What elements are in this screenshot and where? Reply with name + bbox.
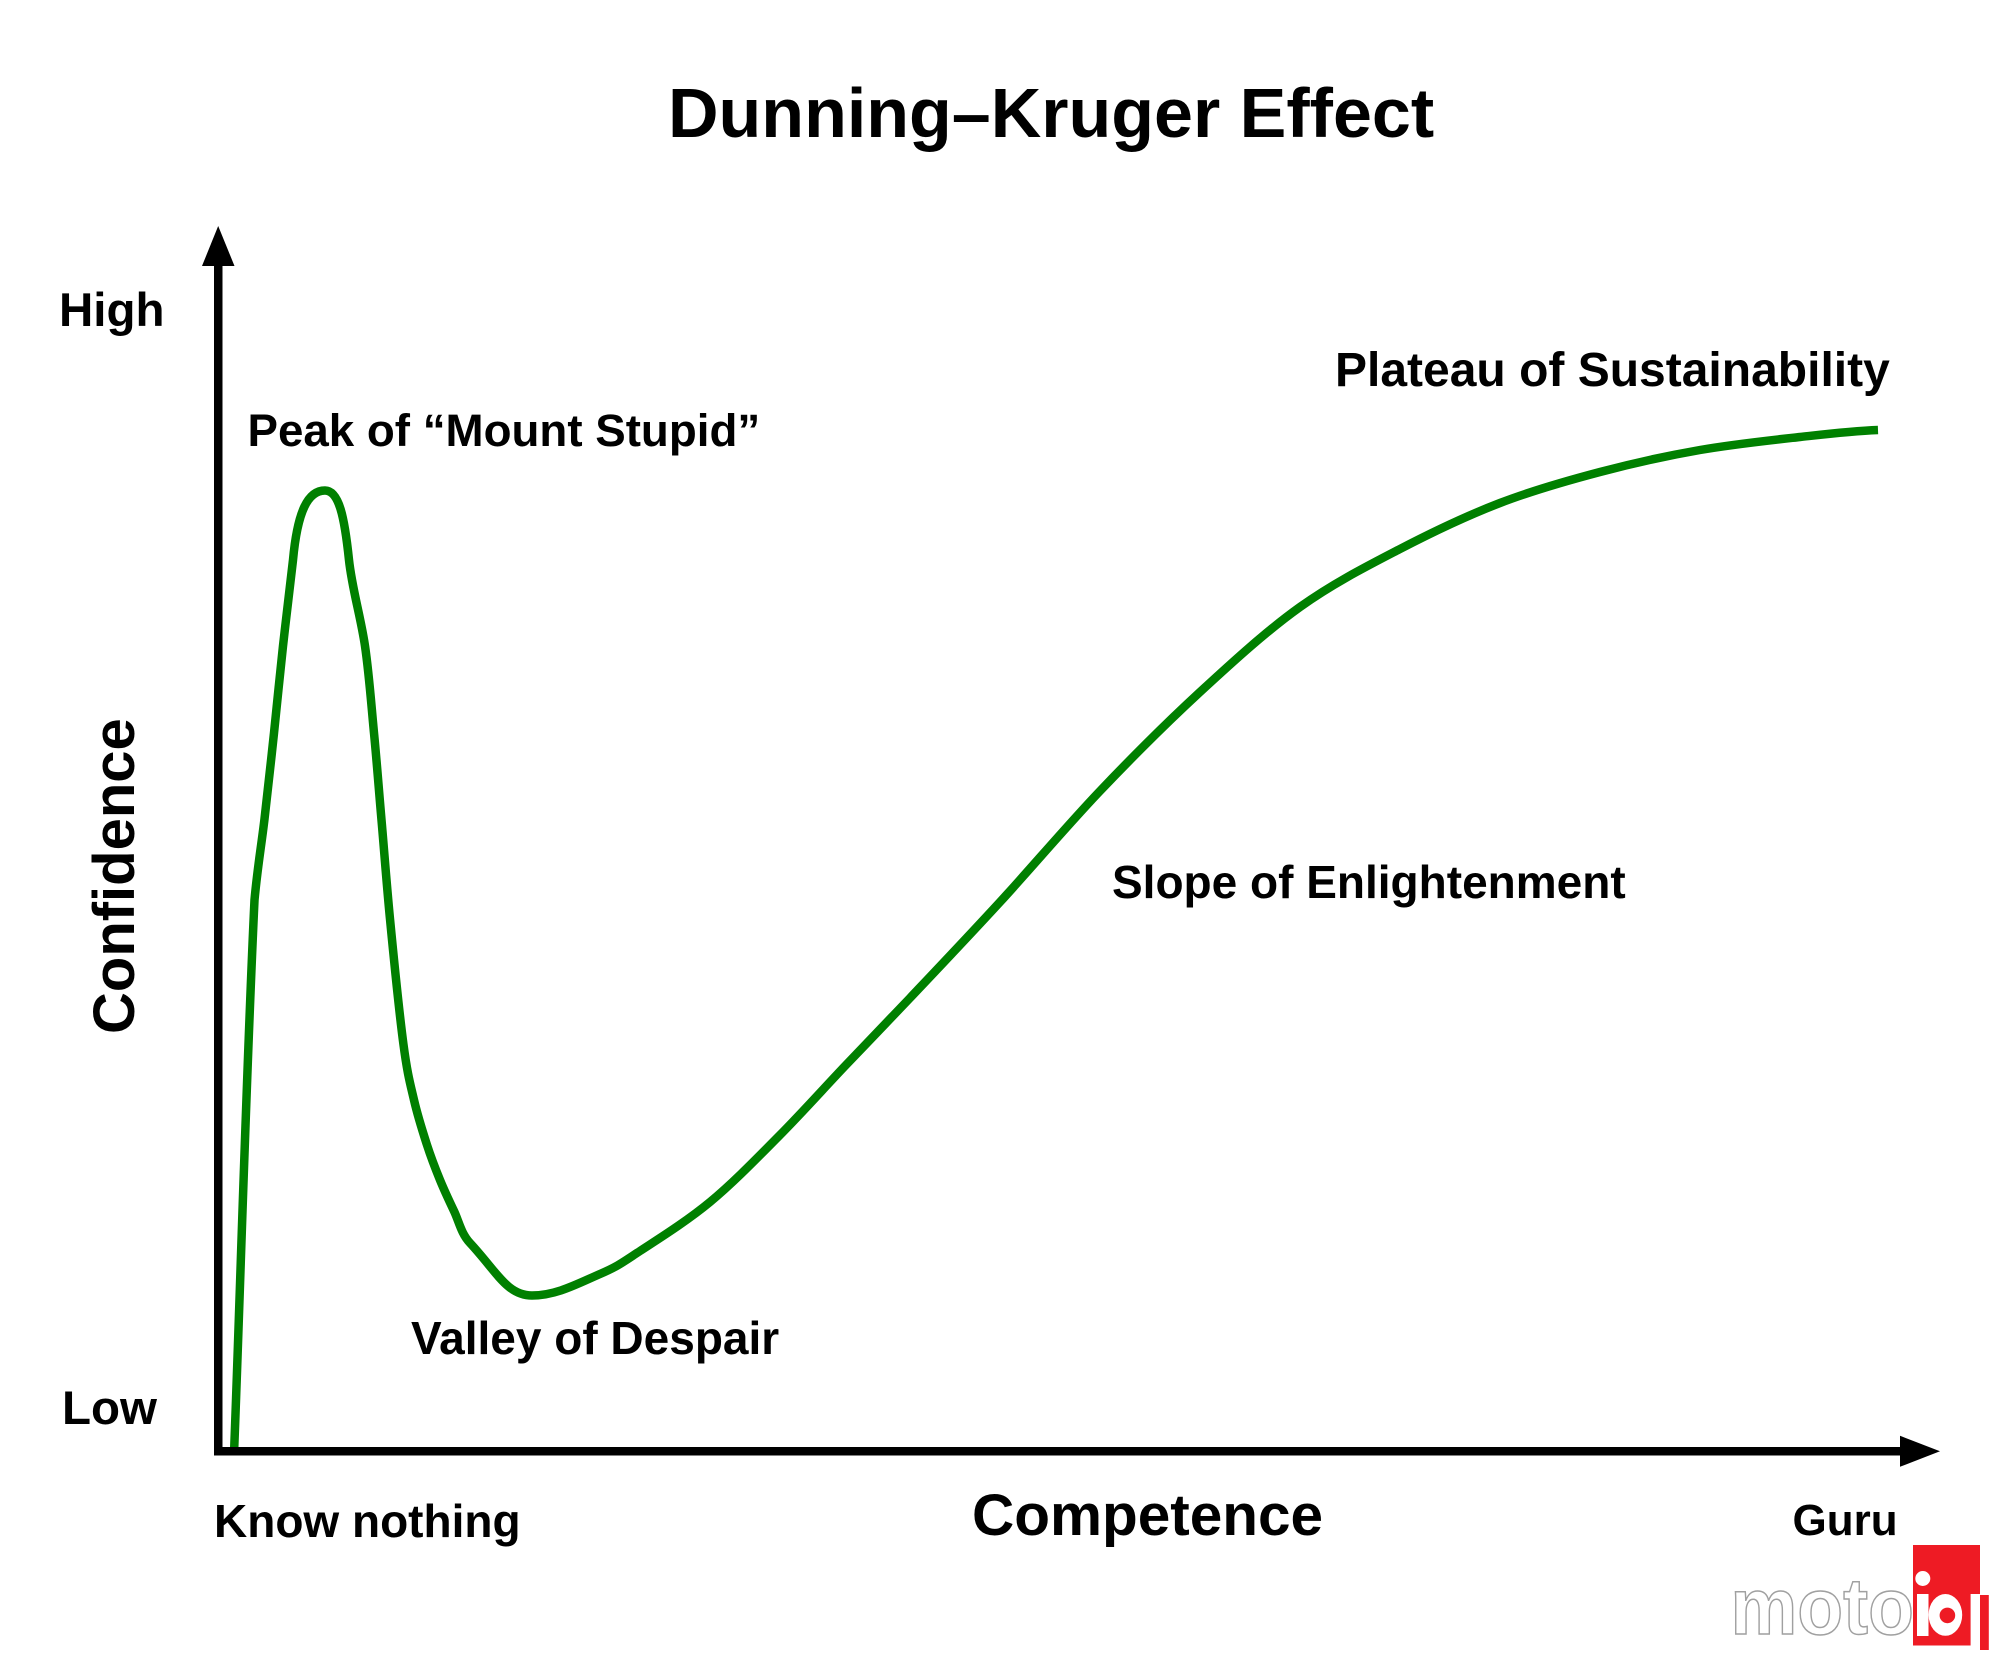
svg-text:Plateau of Sustainability: Plateau of Sustainability [1335,344,1890,397]
svg-text:Slope of Enlightenment: Slope of Enlightenment [1112,856,1626,908]
svg-text:moto: moto [1731,1562,1915,1651]
svg-text:Low: Low [62,1382,158,1435]
svg-text:Know nothing: Know nothing [214,1495,521,1547]
svg-text:Competence: Competence [972,1483,1323,1548]
svg-text:Valley of Despair: Valley of Despair [411,1312,779,1364]
svg-text:Guru: Guru [1793,1496,1898,1545]
svg-text:High: High [59,284,165,337]
svg-text:Confidence: Confidence [82,718,147,1034]
svg-text:Dunning–Kruger Effect: Dunning–Kruger Effect [668,74,1434,152]
svg-text:Peak of “Mount Stupid”: Peak of “Mount Stupid” [248,405,761,456]
